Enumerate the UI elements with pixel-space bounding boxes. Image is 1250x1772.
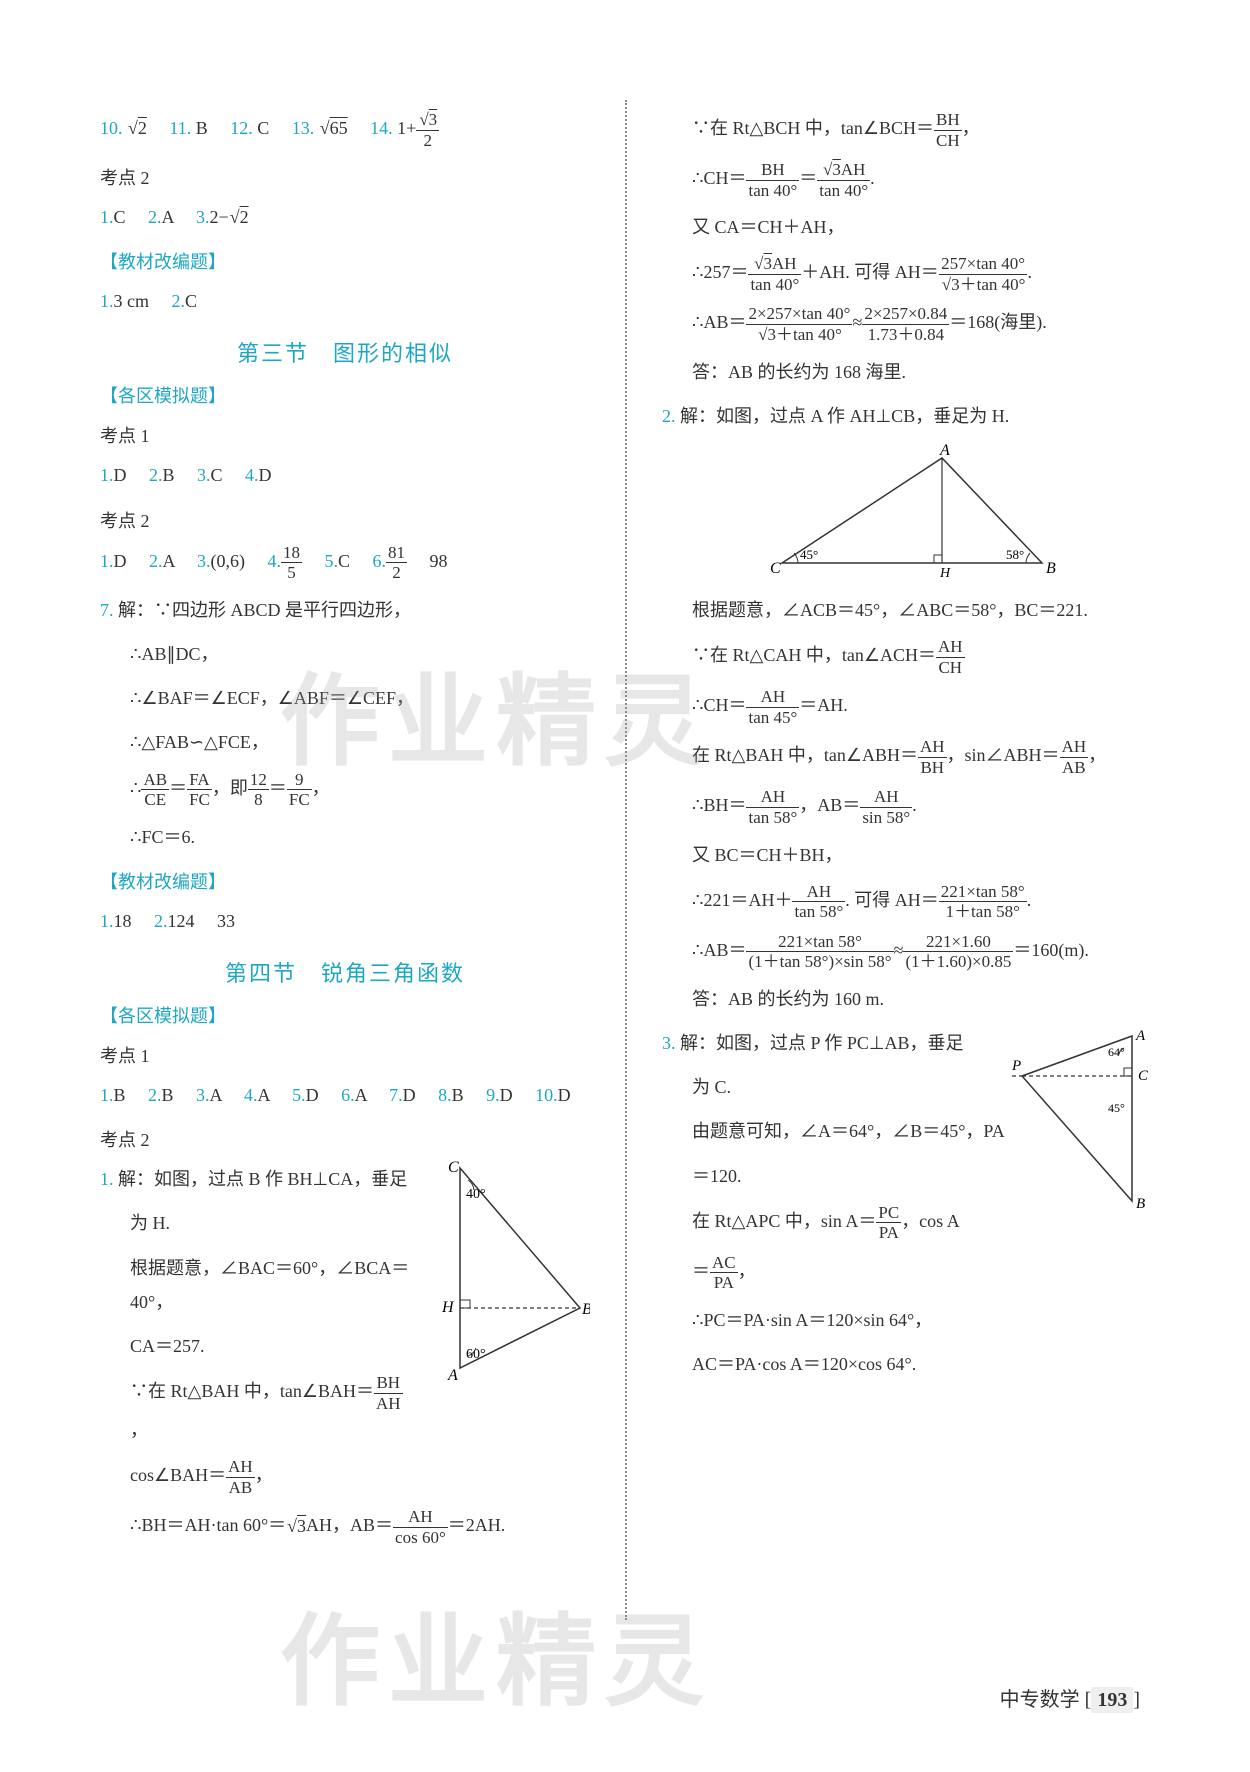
answer-row: 1.B 2.B 3.A 4.A 5.D 6.A 7.D 8.B 9.D 10.D bbox=[100, 1078, 590, 1112]
section-bracket: 【各区模拟题】 bbox=[100, 1002, 590, 1028]
ans-num: 12. bbox=[230, 118, 253, 138]
section-bracket: 【各区模拟题】 bbox=[100, 382, 590, 408]
svg-text:64°: 64° bbox=[1108, 1045, 1125, 1059]
answer-row: 1.C 2.A 3.2−2 bbox=[100, 200, 590, 234]
topic-heading: 考点 2 bbox=[100, 1126, 590, 1152]
solution-line: ＝ACPA， bbox=[662, 1253, 1152, 1293]
svg-text:45°: 45° bbox=[800, 547, 818, 562]
solution-line: ∴CH＝BHtan 40°＝3AHtan 40°. bbox=[662, 160, 1152, 200]
solution-line: AC＝PA·cos A＝120×cos 64°. bbox=[662, 1347, 1152, 1381]
answer-row: 1.D 2.B 3.C 4.D bbox=[100, 458, 590, 492]
solution-line: ∴BH＝AH·tan 60°＝3AH，AB＝AHcos 60°＝2AH. bbox=[100, 1507, 590, 1547]
solution-line: ∴∠BAF＝∠ECF，∠ABF＝∠CEF， bbox=[100, 681, 590, 715]
svg-text:B: B bbox=[582, 1301, 590, 1318]
answer-row: 1.D 2.A 3.(0,6) 4.185 5.C 6.812 98 bbox=[100, 543, 590, 583]
footer-label: 中专数学 bbox=[1000, 1689, 1080, 1711]
svg-text:45°: 45° bbox=[1108, 1101, 1125, 1115]
svg-text:H: H bbox=[939, 566, 951, 581]
ans-num: 11. bbox=[169, 118, 191, 138]
page-number: 193 bbox=[1091, 1687, 1133, 1713]
ans-val: 65 bbox=[319, 118, 348, 138]
solution-line: ∴△FAB∽△FCE， bbox=[100, 725, 590, 759]
solution-line: ∴221＝AH＋AHtan 58°. 可得 AH＝221×tan 58°1＋ta… bbox=[662, 882, 1152, 922]
section-bracket: 【教材改编题】 bbox=[100, 868, 590, 894]
section-title: 第三节 图形的相似 bbox=[100, 336, 590, 368]
svg-text:A: A bbox=[939, 443, 950, 459]
solution-line: 2. 解：如图，过点 A 作 AH⊥CB，垂足为 H. bbox=[662, 399, 1152, 433]
solution-line: cos∠BAH＝AHAB， bbox=[100, 1457, 590, 1497]
svg-text:58°: 58° bbox=[1006, 547, 1024, 562]
svg-text:B: B bbox=[1046, 560, 1056, 577]
triangle-figure-3: A B C P 64° 45° bbox=[1012, 1026, 1152, 1216]
triangle-figure-2: A C B H 45° 58° bbox=[742, 443, 1072, 583]
topic-heading: 考点 1 bbox=[100, 422, 590, 448]
solution-line: 又 BC＝CH＋BH， bbox=[662, 838, 1152, 872]
answer-row-10-14: 10. 2 11. B 12. C 13. 65 14. 1+32 bbox=[100, 110, 590, 150]
topic-heading: 考点 1 bbox=[100, 1042, 590, 1068]
svg-text:A: A bbox=[447, 1367, 458, 1384]
solution-line: ∴BH＝AHtan 58°，AB＝AHsin 58°. bbox=[662, 787, 1152, 827]
solution-line: 根据题意，∠ACB＝45°，∠ABC＝58°，BC＝221. bbox=[662, 593, 1152, 627]
solution-line: ∴AB＝221×tan 58°(1＋tan 58°)×sin 58°≈221×1… bbox=[662, 932, 1152, 972]
triangle-figure-1: C A B H 40° 60° bbox=[430, 1158, 590, 1388]
svg-text:C: C bbox=[770, 560, 781, 577]
solution-line: 又 CA＝CH＋AH， bbox=[662, 210, 1152, 244]
fraction: 32 bbox=[416, 110, 439, 150]
section-bracket: 【教材改编题】 bbox=[100, 248, 590, 274]
ans-val: C bbox=[257, 118, 269, 138]
ans-val-pre: 1+ bbox=[397, 118, 416, 138]
ans-num: 14. bbox=[370, 118, 393, 138]
solution-line: ∴FC＝6. bbox=[100, 820, 590, 854]
solution-line: ∴PC＝PA·sin A＝120×sin 64°， bbox=[662, 1303, 1152, 1337]
answer-row: 1.18 2.124 33 bbox=[100, 904, 590, 938]
solution-line: ∴257＝3AHtan 40°＋AH. 可得 AH＝257×tan 40°3＋t… bbox=[662, 254, 1152, 294]
svg-text:40°: 40° bbox=[466, 1187, 486, 1202]
svg-text:C: C bbox=[1138, 1068, 1149, 1084]
solution-line: 答：AB 的长约为 168 海里. bbox=[662, 355, 1152, 389]
svg-text:H: H bbox=[441, 1299, 455, 1316]
ans-num: 10. bbox=[100, 118, 123, 138]
svg-text:P: P bbox=[1012, 1058, 1021, 1074]
ans-val: 2 bbox=[127, 118, 147, 138]
svg-text:B: B bbox=[1136, 1196, 1145, 1212]
svg-text:C: C bbox=[448, 1159, 459, 1176]
ans-val: B bbox=[196, 118, 208, 138]
page-footer: 中专数学 [193] bbox=[1000, 1683, 1140, 1712]
solution-line: 7. 解：∵四边形 ABCD 是平行四边形， bbox=[100, 593, 590, 627]
solution-line: 答：AB 的长约为 160 m. bbox=[662, 982, 1152, 1016]
svg-text:A: A bbox=[1135, 1028, 1146, 1044]
answer-row: 1.3 cm 2.C bbox=[100, 284, 590, 318]
solution-line: ∴ABCE＝FAFC，即128＝9FC， bbox=[100, 770, 590, 810]
column-divider bbox=[625, 100, 627, 1620]
solution-line: ∴AB＝2×257×tan 40°3＋tan 40°≈2×257×0.841.7… bbox=[662, 304, 1152, 344]
solution-line: 在 Rt△BAH 中，tan∠ABH＝AHBH，sin∠ABH＝AHAB， bbox=[662, 737, 1152, 777]
solution-line: ∵在 Rt△BCH 中，tan∠BCH＝BHCH， bbox=[662, 110, 1152, 150]
solution-line: ∴CH＝AHtan 45°＝AH. bbox=[662, 687, 1152, 727]
topic-heading: 考点 2 bbox=[100, 507, 590, 533]
solution-line: ∵在 Rt△CAH 中，tan∠ACH＝AHCH bbox=[662, 637, 1152, 677]
section-title: 第四节 锐角三角函数 bbox=[100, 956, 590, 988]
solution-line: ∴AB∥DC， bbox=[100, 637, 590, 671]
ans-num: 13. bbox=[292, 118, 315, 138]
topic-heading: 考点 2 bbox=[100, 164, 590, 190]
